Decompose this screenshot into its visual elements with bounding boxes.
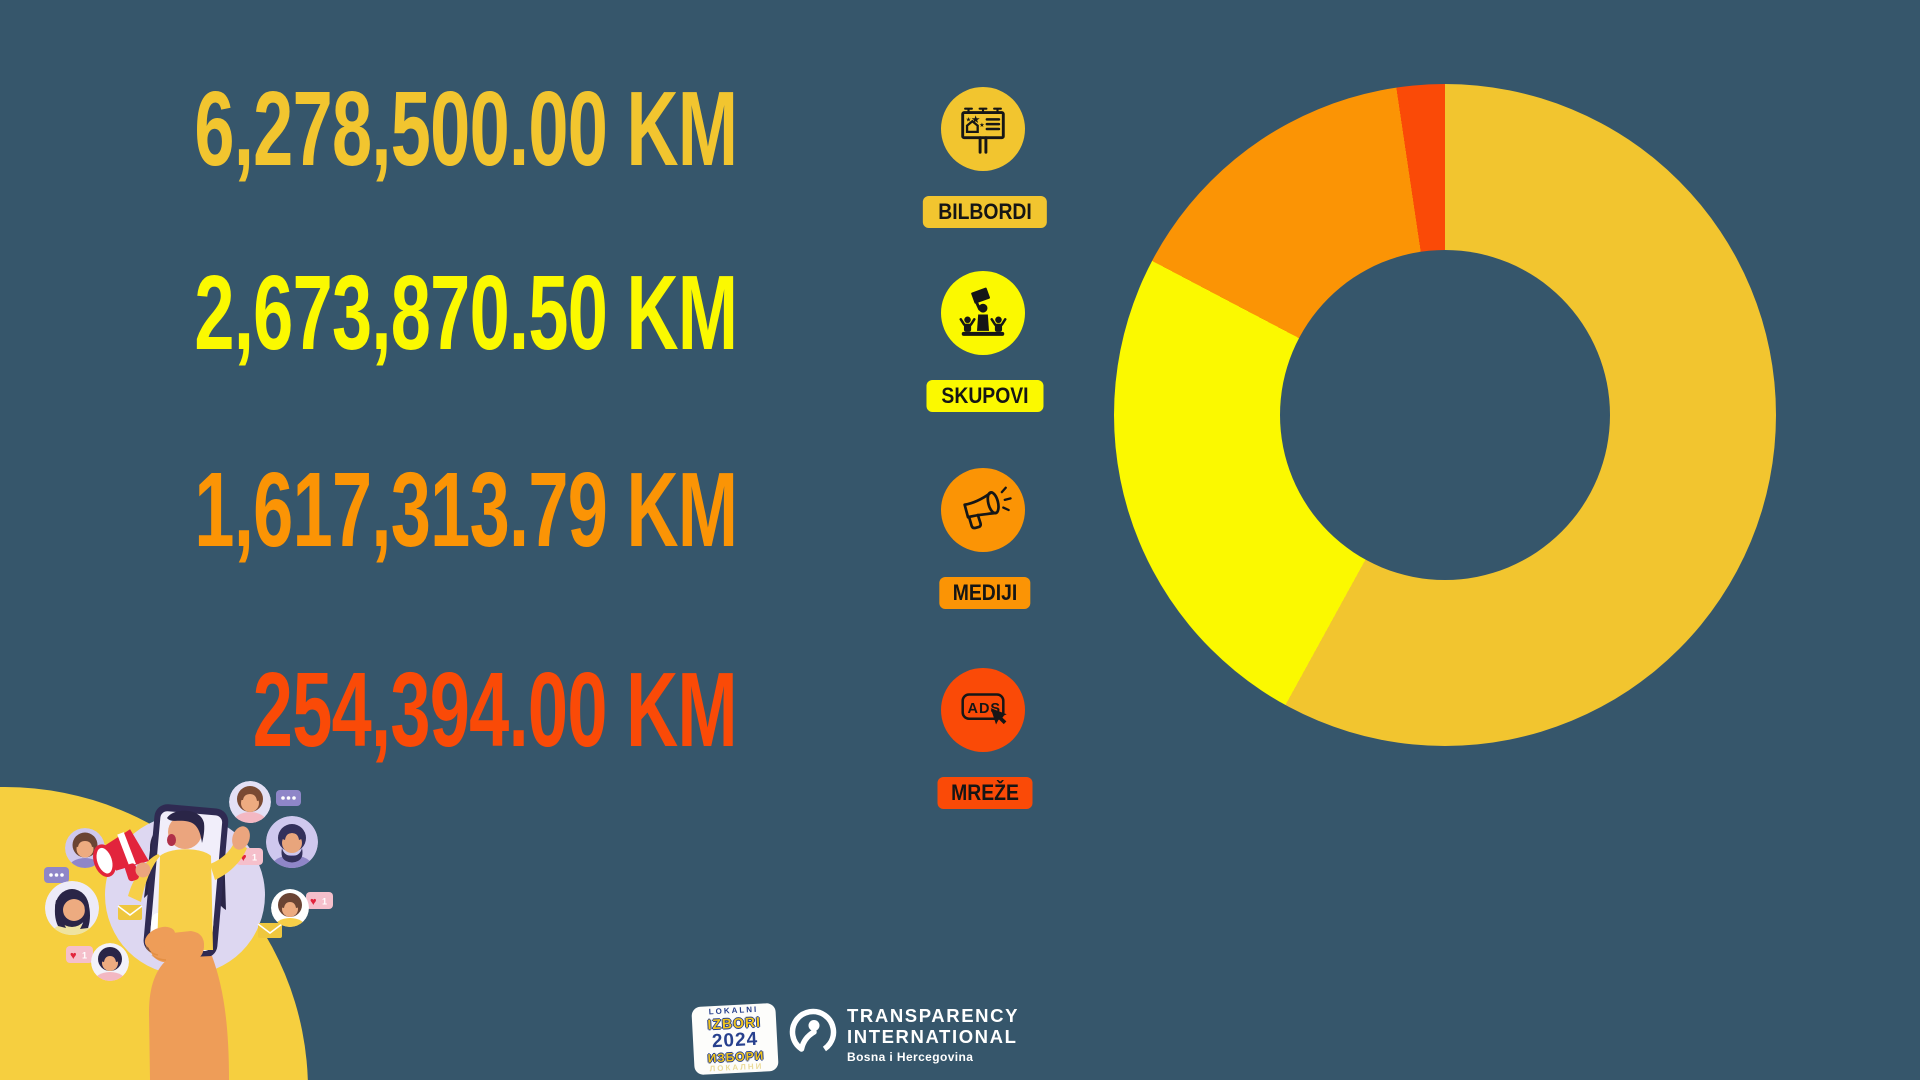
ads-cursor-icon: ADS [941,668,1025,752]
svg-text:★: ★ [966,116,972,123]
envelope-icon [257,923,283,938]
hand-holding-phone [144,926,229,1080]
ti-line2: INTERNATIONAL [847,1025,1018,1047]
avatar [91,943,129,981]
chat-bubble-icon [44,867,69,883]
amount-skupovi: 2,673,870.50 KM [194,254,737,372]
envelope-icon [117,905,143,920]
megaphone-icon [941,468,1025,552]
heart-icon: ♥ [240,852,247,864]
amount-mreze: 254,394.00 KM [252,651,738,769]
billboard-icon: ★ ★ ★ [941,87,1025,171]
woman-with-megaphone [93,810,250,950]
social-media-megaphone-illustration: ♥ 1 ♥ 1 ♥ 1 [0,781,333,1080]
badge-mreze: MREŽE [937,777,1033,809]
ti-sub: Bosna i Hercegovina [847,1050,974,1064]
avatar [45,881,99,935]
badge-skupovi: SKUPOVI [926,380,1044,412]
badge-bilbordi: BILBORDI [922,196,1048,228]
ti-line1: TRANSPARENCY [847,1005,1020,1026]
chat-bubble-icon [276,790,301,806]
like-bubble: ♥ 1 [306,892,333,909]
rally-icon-glyph [959,287,1007,336]
ads-text: ADS [968,701,1002,717]
amount-bilbordi: 6,278,500.00 KM [194,70,737,188]
svg-text:1: 1 [252,853,257,863]
avatar [266,816,318,868]
ads-cursor-icon-glyph: ADS [961,693,1007,725]
rally-icon [941,271,1025,355]
megaphone-icon-glyph [963,486,1012,530]
transparency-international-logo: TRANSPARENCY INTERNATIONAL Bosna i Herce… [788,1005,1020,1064]
heart-icon: ♥ [310,896,317,908]
like-bubble: ♥ 1 [66,946,93,963]
svg-text:★: ★ [971,114,981,126]
donut-hole [1280,250,1610,580]
donut-chart [1114,84,1776,746]
lokalni-izbori-2024-logo: LOKALNI IZBORI 2024 ИЗБОРИ ЛОКАЛНИ [691,1002,779,1076]
svg-text:1: 1 [322,897,327,907]
avatar [229,781,271,823]
amount-mediji: 1,617,313.79 KM [194,451,737,569]
ti-logo-icon [789,1008,837,1056]
billboard-icon-glyph: ★ ★ ★ [961,107,1005,154]
svg-text:1: 1 [82,951,87,961]
svg-text:★: ★ [979,122,985,129]
heart-icon: ♥ [70,950,77,962]
badge-mediji: MEDIJI [939,577,1031,609]
avatar [271,889,309,927]
